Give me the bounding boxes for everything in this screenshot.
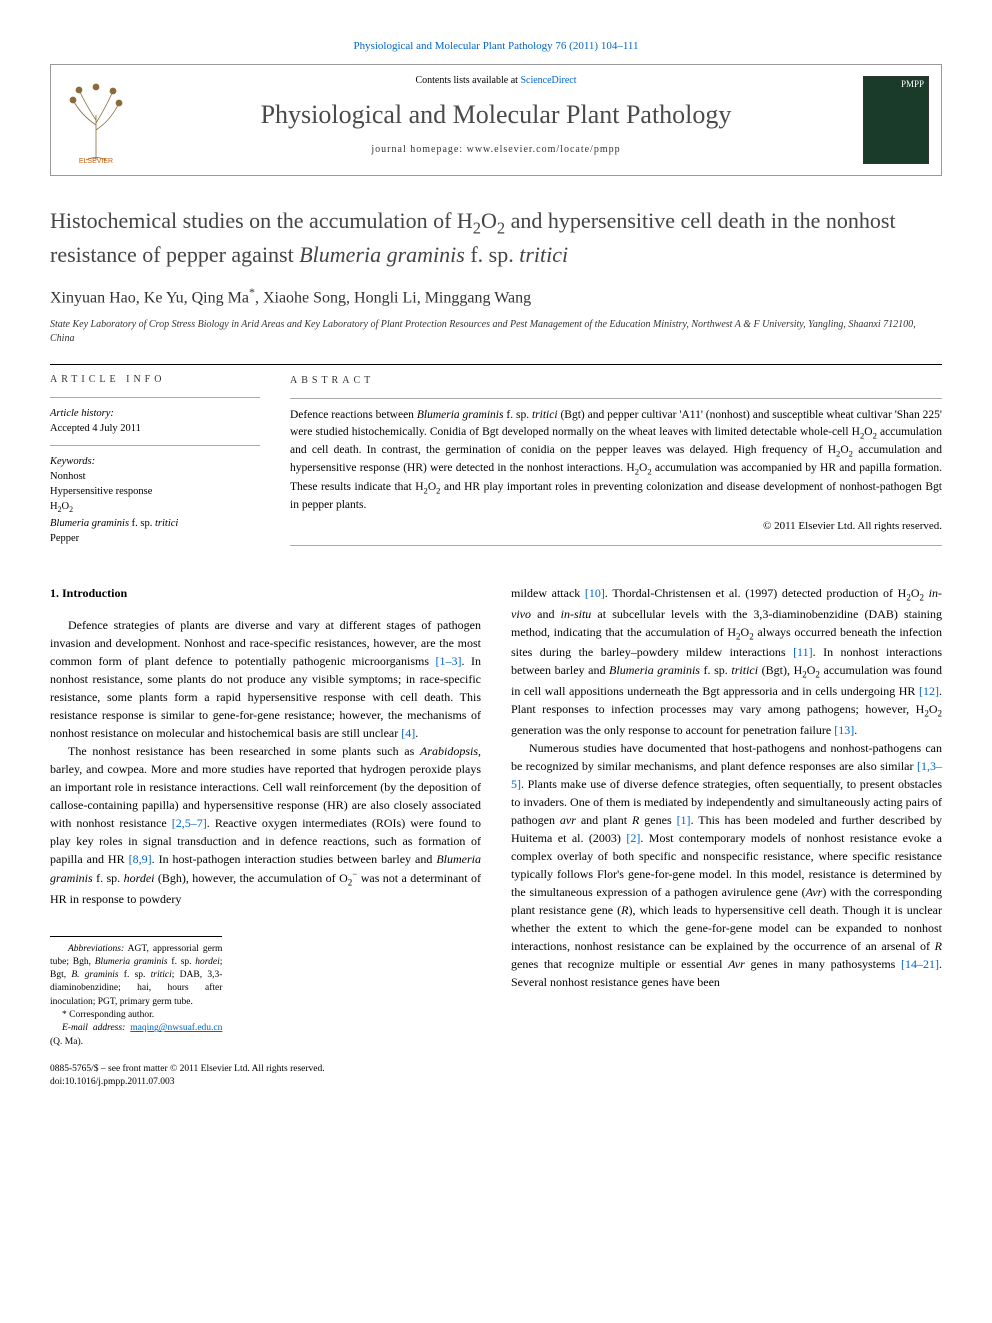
body-left-column: 1. Introduction Defence strategies of pl… — [50, 584, 481, 1090]
header-center: Contents lists available at ScienceDirec… — [141, 65, 851, 175]
keyword-item: Hypersensitive response — [50, 484, 260, 499]
info-abstract-row: ARTICLE INFO Article history: Accepted 4… — [50, 373, 942, 554]
journal-cover-icon: PMPP — [863, 76, 929, 164]
journal-header-box: ELSEVIER Contents lists available at Sci… — [50, 64, 942, 176]
author-list: Xinyuan Hao, Ke Yu, Qing Ma*, Xiaohe Son… — [50, 285, 942, 307]
info-divider-2 — [50, 445, 260, 446]
article-title: Histochemical studies on the accumulatio… — [50, 206, 942, 269]
front-matter: 0885-5765/$ – see front matter © 2011 El… — [50, 1063, 481, 1076]
abstract-divider — [290, 398, 942, 399]
cover-label: PMPP — [901, 79, 924, 89]
abbreviations: Abbreviations: AGT, appressorial germ tu… — [50, 943, 222, 1009]
history-value: Accepted 4 July 2011 — [50, 421, 260, 436]
email-link[interactable]: maqing@nwsuaf.edu.cn — [130, 1023, 222, 1033]
footer-meta: 0885-5765/$ – see front matter © 2011 El… — [50, 1063, 481, 1090]
page-container: Physiological and Molecular Plant Pathol… — [0, 0, 992, 1129]
history-label: Article history: — [50, 406, 260, 421]
corresponding-author: * Corresponding author. — [50, 1009, 222, 1022]
section-heading: 1. Introduction — [50, 584, 481, 602]
publisher-logo-area: ELSEVIER — [51, 65, 141, 175]
journal-name: Physiological and Molecular Plant Pathol… — [151, 100, 841, 130]
keywords-label: Keywords: — [50, 454, 260, 469]
body-right-column: mildew attack [10]. Thordal-Christensen … — [511, 584, 942, 1090]
footnotes: Abbreviations: AGT, appressorial germ tu… — [50, 936, 222, 1049]
divider-top — [50, 364, 942, 365]
keyword-item: Nonhost — [50, 469, 260, 484]
abstract-text: Defence reactions between Blumeria grami… — [290, 407, 942, 514]
elsevier-tree-icon: ELSEVIER — [61, 75, 131, 165]
affiliation: State Key Laboratory of Crop Stress Biol… — [50, 318, 942, 346]
body-paragraph: Numerous studies have documented that ho… — [511, 739, 942, 991]
article-info-heading: ARTICLE INFO — [50, 373, 260, 388]
article-info-column: ARTICLE INFO Article history: Accepted 4… — [50, 373, 260, 554]
body-columns: 1. Introduction Defence strategies of pl… — [50, 584, 942, 1090]
keyword-item: Blumeria graminis f. sp. tritici — [50, 516, 260, 531]
keyword-item: Pepper — [50, 531, 260, 546]
info-divider-1 — [50, 397, 260, 398]
contents-line: Contents lists available at ScienceDirec… — [151, 75, 841, 86]
abstract-copyright: © 2011 Elsevier Ltd. All rights reserved… — [290, 518, 942, 535]
journal-reference: Physiological and Molecular Plant Pathol… — [50, 40, 942, 52]
body-paragraph: The nonhost resistance has been research… — [50, 742, 481, 908]
sciencedirect-link[interactable]: ScienceDirect — [520, 75, 576, 86]
doi: doi:10.1016/j.pmpp.2011.07.003 — [50, 1076, 481, 1089]
keyword-item: H2O2 — [50, 499, 260, 516]
email-line: E-mail address: maqing@nwsuaf.edu.cn (Q.… — [50, 1022, 222, 1049]
homepage-url[interactable]: www.elsevier.com/locate/pmpp — [467, 144, 621, 155]
abstract-divider-bottom — [290, 545, 942, 546]
body-paragraph: mildew attack [10]. Thordal-Christensen … — [511, 584, 942, 740]
cover-thumb-area: PMPP — [851, 65, 941, 175]
publisher-name: ELSEVIER — [79, 158, 113, 165]
abstract-heading: ABSTRACT — [290, 373, 942, 388]
homepage-line: journal homepage: www.elsevier.com/locat… — [151, 144, 841, 155]
body-paragraph: Defence strategies of plants are diverse… — [50, 616, 481, 742]
abstract-column: ABSTRACT Defence reactions between Blume… — [290, 373, 942, 554]
